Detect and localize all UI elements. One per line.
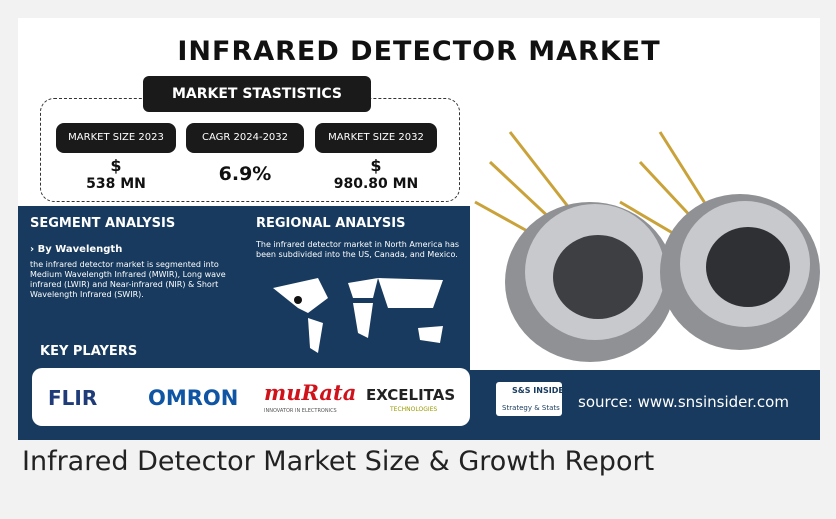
stat-label: MARKET SIZE 2032 xyxy=(315,123,437,153)
detector-illustration xyxy=(470,122,820,370)
stats-heading: MARKET STASTISTICS xyxy=(143,76,371,112)
infographic: INFRARED DETECTOR MARKET MARKET STASTIST… xyxy=(18,18,820,440)
stat-value: 980.80 MN xyxy=(315,176,437,192)
segment-text: the infrared detector market is segmente… xyxy=(30,260,245,300)
stat-value: 538 MN xyxy=(56,176,176,192)
logo: OMRON xyxy=(148,386,238,410)
brand-tagline: Strategy & Stats xyxy=(502,404,560,412)
caption: Infrared Detector Market Size & Growth R… xyxy=(22,446,654,477)
logo: EXCELITAS xyxy=(366,386,455,404)
title: INFRARED DETECTOR MARKET xyxy=(18,36,820,67)
logo-tagline: TECHNOLOGIES xyxy=(390,406,437,413)
regional-text: The infrared detector market in North Am… xyxy=(256,240,466,260)
world-map xyxy=(268,268,458,358)
segment-subheading: › By Wavelength xyxy=(30,244,122,255)
photo xyxy=(470,122,820,370)
stat-label: CAGR 2024-2032 xyxy=(186,123,304,153)
stat-symbol: $ xyxy=(315,156,437,175)
stat-symbol: $ xyxy=(56,156,176,175)
logo-tagline: INNOVATOR IN ELECTRONICS xyxy=(264,408,337,414)
regional-heading: REGIONAL ANALYSIS xyxy=(256,216,405,231)
source: source: www.snsinsider.com xyxy=(578,393,789,411)
stat-value: 6.9% xyxy=(186,163,304,185)
logo: FLIR xyxy=(48,386,97,410)
logo: muRata xyxy=(264,380,356,405)
key-players-heading: KEY PLAYERS xyxy=(40,344,137,359)
brand-name: S&S INSIDER xyxy=(512,386,570,395)
segment-heading: SEGMENT ANALYSIS xyxy=(30,216,175,231)
page: INFRARED DETECTOR MARKET MARKET STASTIST… xyxy=(0,0,836,519)
stat-label: MARKET SIZE 2023 xyxy=(56,123,176,153)
